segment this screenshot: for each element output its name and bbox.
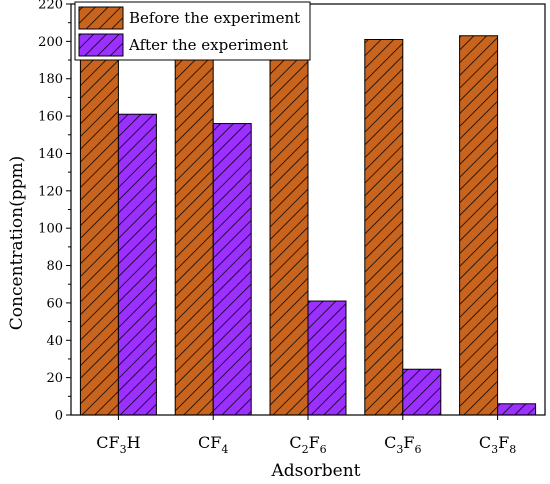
- x-tick-label-c3f6: C3F6: [384, 433, 421, 456]
- x-axis-title: Adsorbent: [271, 461, 361, 481]
- x-tick-label-c3f8: C3F8: [479, 433, 516, 456]
- bar-before-c3f6: [364, 38, 404, 416]
- bar-after-cf3h: [117, 113, 157, 416]
- y-tick-label: 100: [38, 222, 63, 237]
- legend-swatch-before: [78, 6, 124, 30]
- y-axis-title: Concentration(ppm): [7, 156, 27, 330]
- y-tick-label: 220: [38, 0, 63, 13]
- y-tick-label: 200: [38, 35, 63, 50]
- legend: Before the experiment After the experimen…: [74, 1, 311, 61]
- bar-before-c2f6: [269, 38, 309, 416]
- y-tick-label: 40: [46, 334, 63, 349]
- y-tick-label: 180: [38, 72, 63, 87]
- bar-before-cf3h: [79, 37, 119, 416]
- y-tick-label: 20: [46, 371, 63, 386]
- x-tick-label-cf3h: CF3H: [96, 433, 140, 456]
- bar-after-c2f6: [307, 300, 347, 416]
- legend-label-before: Before the experiment: [129, 9, 300, 27]
- x-tick-label-cf4: CF4: [198, 433, 228, 456]
- bar-before-cf4: [174, 37, 214, 416]
- legend-swatch-after: [78, 33, 124, 57]
- bar-before-c3f8: [459, 35, 499, 416]
- bar-after-c3f6: [402, 368, 442, 416]
- y-tick-label: 80: [46, 259, 63, 274]
- bar-after-cf4: [212, 123, 252, 416]
- y-tick-label: 60: [46, 296, 63, 311]
- x-tick-label-c2f6: C2F6: [289, 433, 326, 456]
- y-tick-label: 0: [55, 409, 63, 424]
- y-tick-label: 160: [38, 110, 63, 125]
- y-tick-label: 120: [38, 184, 63, 199]
- bar-after-c3f8: [497, 403, 537, 416]
- y-tick-label: 140: [38, 147, 63, 162]
- legend-label-after: After the experiment: [128, 36, 288, 54]
